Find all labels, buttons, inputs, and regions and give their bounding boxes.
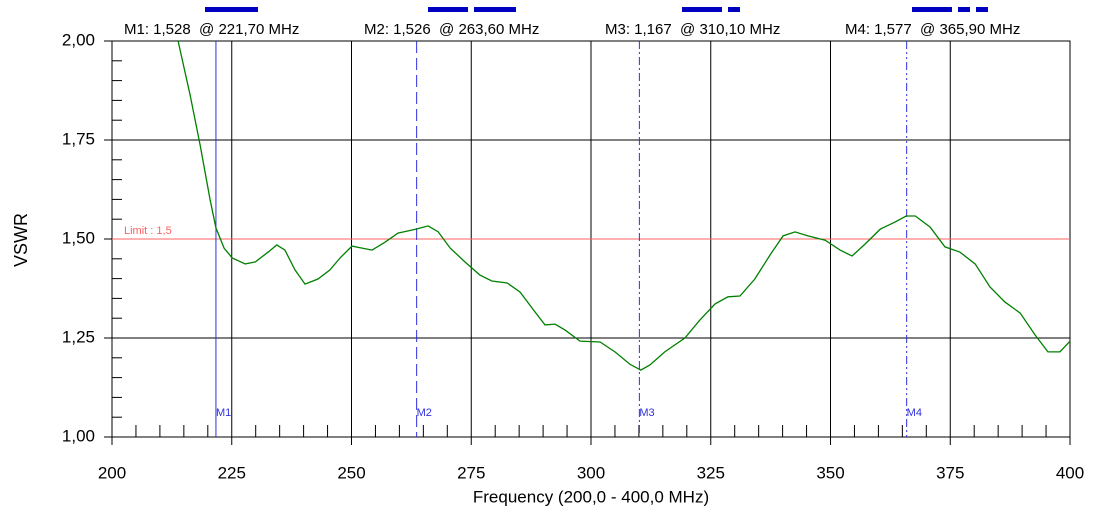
band-bar xyxy=(428,7,468,12)
y-tick-label: 1,50 xyxy=(62,228,95,247)
band-bar xyxy=(728,7,740,12)
band-indicators xyxy=(205,7,988,12)
x-tick-label: 400 xyxy=(1056,463,1084,482)
x-tick-label: 225 xyxy=(218,463,246,482)
y-tick-label: 1,00 xyxy=(62,426,95,445)
marker-label: M4 xyxy=(907,407,922,419)
x-tick-label: 200 xyxy=(98,463,126,482)
y-tick-label: 1,25 xyxy=(62,327,95,346)
marker-label: M1 xyxy=(216,407,231,419)
band-bar xyxy=(682,7,722,12)
marker-label: M3 xyxy=(639,407,654,419)
y-tick-label: 2,00 xyxy=(62,30,95,49)
data-line xyxy=(177,40,1071,371)
y-tick-label: 1,75 xyxy=(62,129,95,148)
x-tick-label: 350 xyxy=(816,463,844,482)
marker-header: M4: 1,577 @ 365,90 MHz xyxy=(845,21,1020,38)
marker-header: M2: 1,526 @ 263,60 MHz xyxy=(364,21,539,38)
band-bar xyxy=(912,7,952,12)
band-bar xyxy=(976,7,988,12)
x-tick-label: 300 xyxy=(577,463,605,482)
limit-label: Limit : 1,5 xyxy=(124,225,172,237)
x-tick-label: 375 xyxy=(936,463,964,482)
marker-header: M3: 1,167 @ 310,10 MHz xyxy=(605,21,780,38)
x-tick-label: 250 xyxy=(337,463,365,482)
x-tick-label: 275 xyxy=(457,463,485,482)
x-axis-label: Frequency (200,0 - 400,0 MHz) xyxy=(473,487,709,506)
band-bar xyxy=(205,7,258,12)
marker-header: M1: 1,528 @ 221,70 MHz xyxy=(124,21,299,38)
band-bar xyxy=(958,7,970,12)
marker-label: M2 xyxy=(417,407,432,419)
band-bar xyxy=(474,7,516,12)
y-axis-label: VSWR xyxy=(11,213,31,267)
x-tick-label: 325 xyxy=(697,463,725,482)
